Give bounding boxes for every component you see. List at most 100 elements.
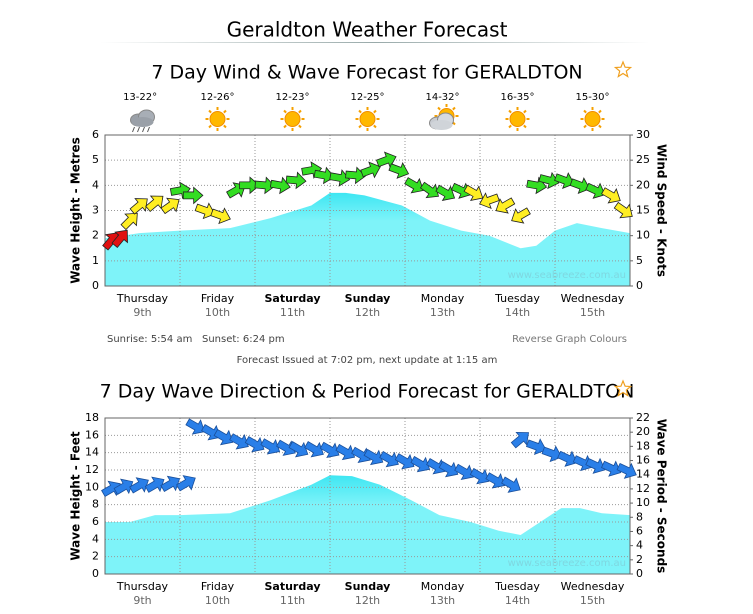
date-label: 10th [205, 594, 230, 607]
arrow [569, 177, 591, 194]
date-label: 12th [355, 306, 380, 319]
day-label: Saturday [265, 292, 321, 305]
arrow [585, 457, 606, 474]
y2-tick-label: 22 [636, 411, 650, 424]
arrow [111, 229, 128, 249]
sun-ray [583, 124, 587, 129]
arrow [541, 445, 563, 463]
wave-area [105, 192, 630, 286]
arrow [525, 438, 547, 456]
sun-ray [598, 124, 602, 129]
arrow [335, 443, 356, 461]
arrow [129, 198, 148, 215]
day-label: Thursday [116, 292, 169, 305]
arrow [185, 418, 206, 435]
arrow [254, 176, 276, 195]
sun-ray [508, 124, 512, 129]
chart-title: 7 Day Wind & Wave Forecast for GERALDTON [151, 62, 582, 84]
sun-ray [583, 109, 587, 114]
sun-ray [437, 106, 441, 111]
arrow [435, 184, 456, 202]
sun-ray [358, 109, 362, 114]
favourite-star[interactable] [613, 379, 633, 397]
sun-ray [508, 109, 512, 114]
arrow [394, 453, 415, 470]
day-label: Wednesday [561, 580, 625, 593]
date-label: 13th [430, 306, 455, 319]
arrow [120, 212, 138, 231]
y-tick-label: 18 [85, 411, 99, 424]
date-label: 9th [133, 594, 151, 607]
rain [132, 126, 135, 133]
arrow [479, 192, 500, 210]
y-tick-label: 5 [92, 153, 99, 166]
cloud [430, 120, 453, 130]
arrow [501, 476, 521, 493]
sunset: Sunset: 6:24 pm [202, 334, 285, 345]
arrow [454, 463, 474, 481]
date-label: 9th [133, 306, 151, 319]
temperature: 16-35° [500, 92, 534, 103]
arrow [600, 460, 622, 477]
arrow [538, 171, 560, 190]
sun [584, 111, 601, 127]
arrow [194, 202, 216, 220]
y2-tick-label: 0 [636, 567, 643, 580]
y2-tick-label: 16 [636, 454, 650, 467]
cloud [131, 117, 154, 127]
rain [137, 126, 140, 133]
sun-ray [523, 124, 527, 129]
y2-tick-label: 25 [636, 153, 650, 166]
arrow [379, 450, 399, 468]
y2-tick-label: 30 [636, 128, 650, 141]
arrow [510, 431, 529, 449]
y-tick-label: 14 [85, 446, 99, 459]
y2-tick-label: 18 [636, 439, 650, 452]
sun-ray [283, 124, 287, 129]
sun [284, 111, 301, 127]
arrow [410, 455, 431, 473]
arrow [285, 171, 307, 190]
sun-ray [373, 124, 377, 129]
y2-tick-label: 10 [636, 229, 650, 242]
arrow [388, 162, 410, 179]
arrow [351, 446, 371, 464]
y2-tick-label: 12 [636, 482, 650, 495]
date-label: 15th [580, 594, 605, 607]
arrow [554, 172, 575, 189]
y-tick-label: 0 [92, 567, 99, 580]
sun-ray [283, 109, 287, 114]
arrow [572, 454, 594, 472]
temperature: 15-30° [575, 92, 609, 103]
arrow [239, 176, 260, 195]
rain [147, 126, 150, 133]
arrow [450, 182, 472, 199]
y-tick-label: 2 [92, 550, 99, 563]
watermark: www.seabreeze.com.au [508, 558, 626, 569]
forecast-issued: Forecast Issued at 7:02 pm, next update … [237, 355, 498, 366]
y2-tick-label: 5 [636, 254, 643, 267]
y-tick-label: 6 [92, 128, 99, 141]
temperature: 12-23° [275, 92, 309, 103]
y2-tick-label: 4 [636, 539, 643, 552]
arrow [404, 177, 424, 194]
arrow [260, 438, 281, 455]
y2-tick-label: 0 [636, 279, 643, 292]
sun-ray [298, 124, 302, 129]
date-label: 11th [280, 306, 305, 319]
arrow [329, 169, 351, 187]
arrow [229, 433, 249, 450]
favourite-star[interactable] [613, 60, 633, 78]
y2-tick-label: 8 [636, 510, 643, 523]
wave-area [105, 475, 630, 574]
y-tick-label: 0 [92, 279, 99, 292]
reverse-colours-link[interactable]: Reverse Graph Colours [512, 334, 627, 345]
sun-ray [223, 124, 227, 129]
sunrise: Sunrise: 5:54 am [107, 334, 192, 345]
arrow [616, 462, 637, 479]
arrow [160, 197, 180, 215]
day-label: Thursday [116, 580, 169, 593]
y-tick-label: 4 [92, 178, 99, 191]
temperature: 12-26° [200, 92, 234, 103]
date-label: 11th [280, 594, 305, 607]
